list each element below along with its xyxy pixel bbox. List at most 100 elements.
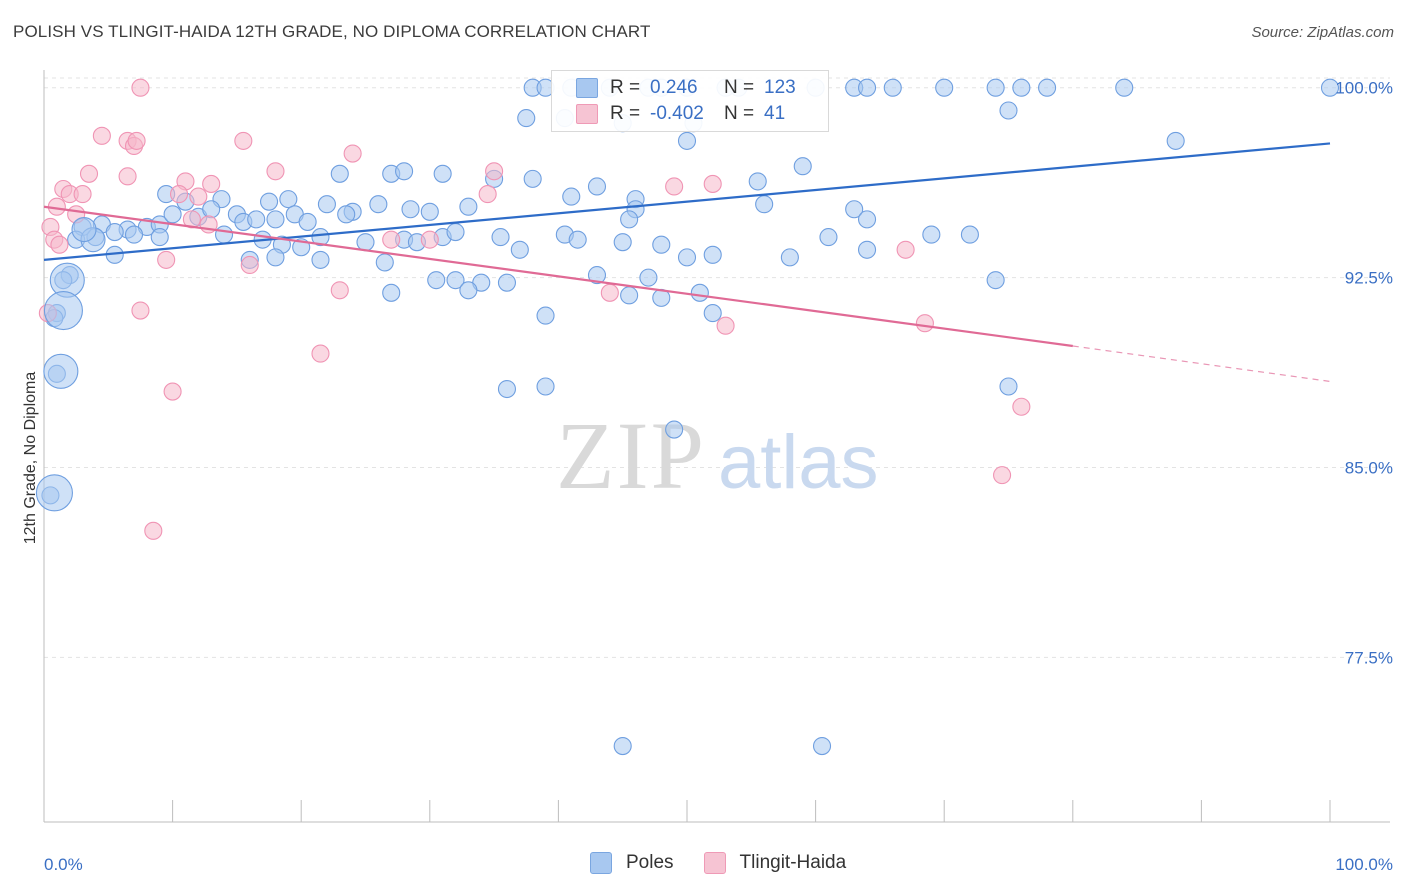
poles-point: [986, 271, 1005, 290]
poles-point: [124, 225, 144, 244]
source-label: Source: ZipAtlas.com: [1251, 24, 1394, 41]
poles-point: [517, 109, 536, 128]
legend-n-label: N =: [724, 103, 755, 124]
tlingit-haida-trend-extension: [1072, 345, 1331, 383]
tlingit-haida-point: [382, 230, 401, 249]
tlingit-haida-point: [343, 144, 362, 163]
poles-point: [330, 164, 349, 183]
poles-point: [639, 268, 658, 287]
legend-n-label: N =: [724, 77, 755, 98]
poles-point: [755, 195, 774, 214]
poles-point: [369, 195, 388, 214]
poles-point: [857, 78, 877, 97]
tlingit-haida-point: [896, 240, 915, 259]
axes: [43, 70, 1390, 823]
poles-point: [356, 233, 375, 252]
tlingit-haida-point: [182, 210, 201, 229]
poles-point: [986, 78, 1005, 97]
series-label-tlingit-haida: Tlingit-Haida: [739, 852, 847, 873]
legend-r-label: R =: [610, 103, 641, 124]
tlingit-haida-point: [420, 230, 439, 249]
gridlines: [44, 77, 1390, 658]
poles-point: [459, 281, 478, 300]
poles-point: [960, 225, 979, 244]
y-tick-labels: 77.5% 85.0% 92.5% 100.0%: [1335, 79, 1393, 668]
tlingit-haida-point: [50, 235, 69, 254]
poles-point: [587, 177, 607, 196]
tlingit-haida-point: [73, 185, 92, 204]
poles-point: [337, 205, 356, 224]
tlingit-haida-point: [189, 187, 208, 206]
poles-point: [677, 248, 697, 267]
poles-point: [523, 169, 542, 188]
x-tick-label: 0.0%: [44, 855, 83, 874]
poles-point: [1012, 78, 1031, 97]
poles-point: [562, 187, 581, 206]
poles-point: [247, 210, 266, 229]
legend-swatch-poles: [576, 78, 598, 98]
poles-point: [587, 266, 607, 285]
poles-point: [613, 736, 632, 756]
poles-point: [150, 228, 169, 247]
poles-point: [395, 162, 414, 181]
poles-point: [677, 131, 697, 150]
tlingit-haida-point: [240, 255, 259, 275]
poles-point: [401, 200, 420, 219]
poles-point: [922, 225, 941, 244]
tlingit-haida-point: [993, 466, 1012, 485]
series-legend-tlingit-haida: Tlingit-Haida: [703, 852, 847, 874]
poles-point: [279, 190, 298, 209]
series-swatch-tlingit-haida: [703, 852, 726, 874]
poles-point: [857, 240, 877, 259]
tlingit-haida-point: [79, 164, 99, 183]
poles-point: [259, 192, 279, 211]
poles-point: [497, 379, 517, 399]
poles-point: [433, 164, 452, 183]
legend-row-poles: R = 0.246 N = 123: [576, 75, 796, 101]
series-label-poles: Poles: [626, 852, 674, 873]
y-tick-label: 85.0%: [1345, 459, 1393, 478]
poles-point: [427, 271, 446, 290]
poles-point: [266, 210, 285, 229]
poles-point: [420, 202, 439, 221]
poles-point: [459, 197, 478, 216]
poles-point: [1166, 131, 1185, 150]
poles-point: [311, 250, 330, 269]
y-tick-label: 100.0%: [1335, 79, 1393, 98]
poles-point: [620, 210, 639, 229]
poles-point: [935, 78, 954, 97]
poles-point: [536, 377, 555, 396]
poles-bubble: [71, 216, 97, 243]
poles-trend-line: [43, 142, 1331, 261]
poles-point: [163, 205, 182, 224]
poles-point: [1320, 78, 1340, 97]
series-legend-poles: Poles: [590, 852, 674, 874]
legend-r-value: -0.402: [650, 103, 704, 124]
x-tick-label: 100.0%: [1335, 855, 1393, 874]
tlingit-haida-point: [118, 167, 137, 186]
poles-point: [999, 377, 1018, 396]
tlingit-haida-point: [266, 162, 285, 181]
poles-point: [266, 248, 285, 267]
poles-point: [1115, 78, 1134, 97]
tlingit-haida-point: [1012, 397, 1031, 416]
poles-point: [446, 222, 465, 242]
poles-point: [999, 101, 1018, 120]
poles-point: [105, 222, 124, 242]
legend-n-value: 123: [764, 77, 796, 98]
poles-point: [536, 306, 555, 325]
poles-point: [202, 200, 221, 219]
tlingit-haida-point: [131, 78, 150, 97]
tlingit-haida-point: [127, 131, 146, 150]
watermark: ZIP atlas: [556, 402, 879, 509]
trend-lines: [43, 142, 1331, 383]
tlingit-haida-point: [915, 314, 934, 333]
y-tick-label: 77.5%: [1345, 648, 1393, 667]
poles-bubble: [43, 290, 83, 331]
poles-point: [317, 195, 336, 214]
tlingit-haida-point: [703, 174, 722, 193]
tlingit-haida-point: [144, 521, 163, 540]
poles-bubble: [43, 353, 79, 389]
poles-point: [690, 283, 709, 302]
